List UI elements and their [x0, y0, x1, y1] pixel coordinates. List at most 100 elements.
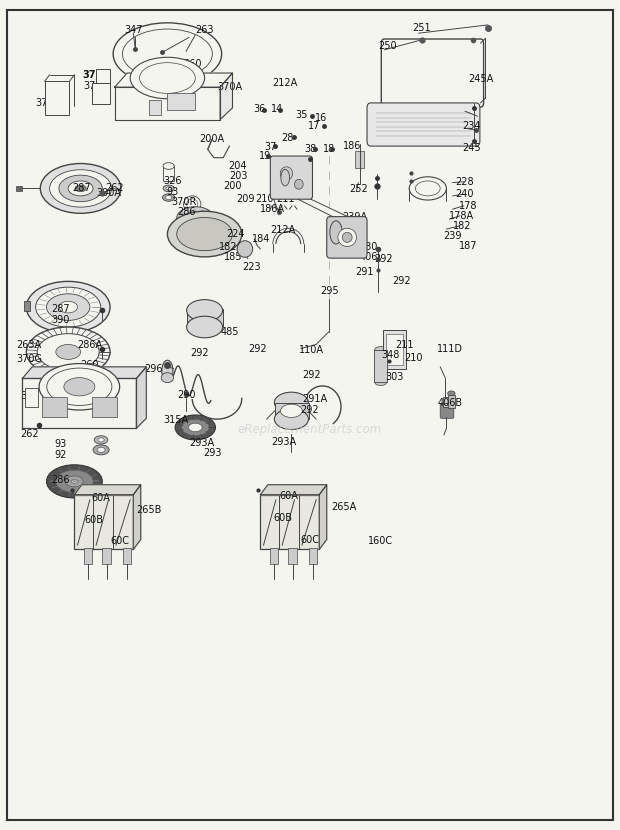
- Text: 406B: 406B: [438, 398, 463, 408]
- Text: 370A: 370A: [89, 397, 113, 407]
- Text: 93: 93: [167, 187, 179, 197]
- Text: 292: 292: [374, 254, 392, 264]
- Text: 18: 18: [322, 144, 335, 154]
- Text: 263: 263: [195, 25, 214, 35]
- Bar: [270, 548, 278, 564]
- Polygon shape: [319, 485, 327, 549]
- Text: 293: 293: [203, 448, 221, 458]
- Text: 186: 186: [343, 141, 361, 151]
- Text: 348: 348: [381, 350, 400, 360]
- Text: 260: 260: [183, 59, 202, 69]
- Ellipse shape: [66, 476, 83, 486]
- Text: 239A: 239A: [342, 212, 367, 222]
- Text: 182A: 182A: [219, 242, 244, 252]
- Ellipse shape: [342, 232, 352, 242]
- Ellipse shape: [162, 360, 173, 382]
- Text: 380: 380: [359, 242, 378, 252]
- Text: 182: 182: [453, 221, 471, 231]
- Text: 200A: 200A: [200, 134, 224, 144]
- Text: 292: 292: [190, 348, 209, 358]
- Text: 204: 204: [228, 161, 247, 171]
- Ellipse shape: [374, 378, 387, 385]
- Text: 287: 287: [51, 304, 69, 314]
- Text: 36: 36: [253, 104, 265, 114]
- Text: 287: 287: [73, 183, 91, 193]
- Text: 286: 286: [177, 207, 195, 217]
- Bar: [383, 330, 406, 369]
- Text: 187: 187: [459, 241, 477, 251]
- Text: 295: 295: [321, 286, 339, 295]
- Text: 186A: 186A: [260, 204, 285, 214]
- Text: 210: 210: [404, 353, 423, 363]
- Bar: [374, 350, 387, 382]
- Bar: [92, 83, 110, 104]
- Ellipse shape: [46, 465, 102, 498]
- Ellipse shape: [40, 164, 121, 213]
- Text: 250: 250: [378, 41, 397, 51]
- Ellipse shape: [71, 480, 78, 483]
- Ellipse shape: [161, 373, 174, 383]
- Text: eReplacementParts.com: eReplacementParts.com: [238, 423, 382, 437]
- Text: 293A: 293A: [189, 438, 214, 448]
- Ellipse shape: [280, 167, 293, 180]
- Ellipse shape: [330, 221, 342, 244]
- Text: 211: 211: [276, 194, 294, 204]
- Bar: [163, 166, 174, 181]
- Ellipse shape: [237, 241, 253, 257]
- Bar: [187, 309, 223, 327]
- Text: 291: 291: [355, 267, 374, 277]
- Text: 224: 224: [226, 229, 245, 239]
- Text: 211: 211: [395, 340, 414, 350]
- Polygon shape: [115, 87, 220, 120]
- Ellipse shape: [162, 193, 175, 201]
- Text: 292: 292: [249, 344, 267, 354]
- Ellipse shape: [166, 195, 172, 199]
- Ellipse shape: [98, 438, 104, 442]
- Text: 16: 16: [315, 113, 327, 123]
- Ellipse shape: [46, 294, 90, 320]
- Ellipse shape: [374, 347, 387, 354]
- Ellipse shape: [59, 175, 102, 202]
- Text: 37: 37: [265, 142, 277, 152]
- Text: 370: 370: [20, 391, 38, 401]
- Ellipse shape: [50, 169, 112, 207]
- Text: 184: 184: [252, 234, 271, 244]
- Text: 390A: 390A: [96, 188, 121, 198]
- Text: 286A: 286A: [78, 340, 102, 350]
- Text: 28: 28: [281, 133, 293, 143]
- Text: 291A: 291A: [303, 394, 327, 404]
- Text: 60A: 60A: [91, 493, 110, 503]
- Ellipse shape: [47, 368, 112, 405]
- Text: 252: 252: [349, 184, 368, 194]
- Bar: [386, 334, 403, 365]
- Ellipse shape: [166, 187, 171, 190]
- Text: 245A: 245A: [468, 74, 493, 84]
- Ellipse shape: [113, 22, 222, 85]
- Text: 370G: 370G: [16, 354, 42, 364]
- FancyBboxPatch shape: [327, 217, 367, 258]
- FancyBboxPatch shape: [367, 103, 480, 146]
- Ellipse shape: [56, 344, 81, 359]
- Ellipse shape: [187, 300, 223, 321]
- Text: 245: 245: [462, 143, 480, 153]
- Ellipse shape: [59, 301, 78, 313]
- Polygon shape: [74, 485, 141, 495]
- Ellipse shape: [294, 179, 303, 189]
- Text: 210: 210: [255, 194, 274, 204]
- Bar: [309, 548, 317, 564]
- Text: 160C: 160C: [368, 536, 392, 546]
- Text: 35: 35: [296, 110, 308, 120]
- Text: 178: 178: [459, 201, 477, 211]
- Ellipse shape: [274, 408, 309, 430]
- Text: 60C: 60C: [110, 536, 129, 546]
- Text: 286: 286: [51, 475, 69, 485]
- Text: 326: 326: [164, 176, 182, 186]
- Text: 303: 303: [386, 372, 404, 382]
- Ellipse shape: [163, 163, 174, 169]
- Text: 370U: 370U: [83, 81, 109, 91]
- Bar: [275, 403, 309, 419]
- Ellipse shape: [188, 423, 202, 432]
- Text: 19: 19: [259, 151, 271, 161]
- Ellipse shape: [280, 404, 303, 417]
- Bar: [260, 495, 319, 549]
